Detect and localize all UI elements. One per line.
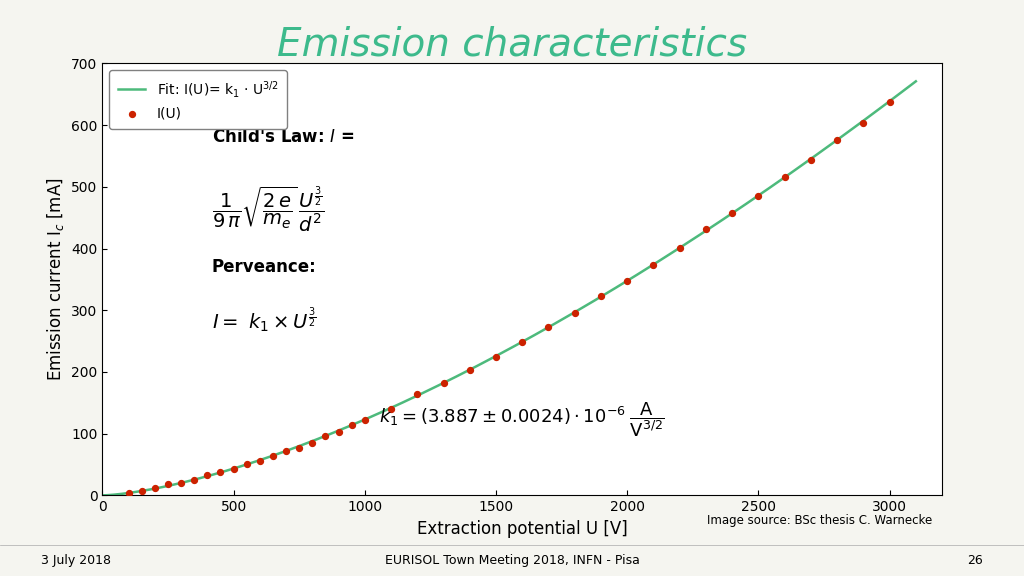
Text: $k_1 = (3.887 \pm 0.0024) \cdot 10^{-6} \; \dfrac{\mathrm{A}}{\mathrm{V}^{3/2}}$: $k_1 = (3.887 \pm 0.0024) \cdot 10^{-6} … — [379, 400, 666, 439]
Text: EURISOL Town Meeting 2018, INFN - Pisa: EURISOL Town Meeting 2018, INFN - Pisa — [385, 554, 639, 567]
Fit: I(U)= k$_1$ $\cdot$ U$^{3/2}$: (1.47e+03, 220): I(U)= k$_1$ $\cdot$ U$^{3/2}$: (1.47e+03… — [482, 357, 495, 363]
Fit: I(U)= k$_1$ $\cdot$ U$^{3/2}$: (2.54e+03, 498): I(U)= k$_1$ $\cdot$ U$^{3/2}$: (2.54e+03… — [763, 185, 775, 192]
I(U) — [724, 209, 740, 218]
I(U) — [160, 480, 176, 489]
Text: Child's Law: $\it{I}$ =: Child's Law: $\it{I}$ = — [212, 128, 354, 146]
I(U) — [514, 338, 530, 347]
I(U) — [409, 390, 426, 399]
I(U) — [751, 192, 767, 201]
Text: $\dfrac{1}{9\,\pi}\sqrt{\dfrac{2\,e}{m_e}}\,\dfrac{U^{\frac{3}{2}}}{d^2}$: $\dfrac{1}{9\,\pi}\sqrt{\dfrac{2\,e}{m_e… — [212, 184, 324, 234]
I(U) — [618, 276, 635, 286]
I(U) — [331, 427, 347, 436]
I(U) — [487, 353, 504, 362]
I(U) — [146, 483, 163, 492]
I(U) — [291, 444, 307, 453]
I(U) — [343, 420, 359, 430]
Text: Image source: BSc thesis C. Warnecke: Image source: BSc thesis C. Warnecke — [707, 514, 932, 527]
I(U) — [199, 470, 215, 479]
I(U) — [383, 404, 399, 414]
I(U) — [672, 244, 688, 253]
Fit: I(U)= k$_1$ $\cdot$ U$^{3/2}$: (3.03e+03, 647): I(U)= k$_1$ $\cdot$ U$^{3/2}$: (3.03e+03… — [890, 93, 902, 100]
Fit: I(U)= k$_1$ $\cdot$ U$^{3/2}$: (1.85e+03, 308): I(U)= k$_1$ $\cdot$ U$^{3/2}$: (1.85e+03… — [581, 302, 593, 309]
Fit: I(U)= k$_1$ $\cdot$ U$^{3/2}$: (3.1e+03, 671): I(U)= k$_1$ $\cdot$ U$^{3/2}$: (3.1e+03,… — [909, 78, 922, 85]
I(U) — [645, 260, 662, 270]
I(U) — [855, 118, 871, 127]
I(U) — [186, 475, 203, 484]
I(U) — [265, 452, 282, 461]
Text: Perveance:: Perveance: — [212, 258, 316, 276]
I(U) — [278, 446, 294, 455]
Y-axis label: Emission current I$_c$ [mA]: Emission current I$_c$ [mA] — [45, 177, 66, 381]
I(U) — [173, 479, 189, 488]
X-axis label: Extraction potential U [V]: Extraction potential U [V] — [417, 520, 628, 538]
I(U) — [803, 156, 819, 165]
I(U) — [304, 438, 321, 448]
Fit: I(U)= k$_1$ $\cdot$ U$^{3/2}$: (0, 0): I(U)= k$_1$ $\cdot$ U$^{3/2}$: (0, 0) — [96, 492, 109, 499]
Line: Fit: I(U)= k$_1$ $\cdot$ U$^{3/2}$: Fit: I(U)= k$_1$ $\cdot$ U$^{3/2}$ — [102, 81, 915, 495]
I(U) — [828, 135, 845, 145]
I(U) — [882, 98, 898, 107]
I(U) — [239, 459, 255, 468]
Fit: I(U)= k$_1$ $\cdot$ U$^{3/2}$: (1.68e+03, 267): I(U)= k$_1$ $\cdot$ U$^{3/2}$: (1.68e+03… — [537, 327, 549, 334]
Legend: Fit: I(U)= k$_1$ $\cdot$ U$^{3/2}$, I(U): Fit: I(U)= k$_1$ $\cdot$ U$^{3/2}$, I(U) — [110, 70, 287, 129]
I(U) — [566, 309, 583, 318]
I(U) — [252, 456, 268, 465]
I(U) — [593, 291, 609, 301]
Text: $I = \ k_1 \times U^{\frac{3}{2}}$: $I = \ k_1 \times U^{\frac{3}{2}}$ — [212, 305, 315, 335]
I(U) — [435, 378, 452, 388]
I(U) — [541, 323, 557, 332]
I(U) — [462, 365, 478, 374]
I(U) — [212, 467, 228, 476]
Text: 3 July 2018: 3 July 2018 — [41, 554, 111, 567]
Fit: I(U)= k$_1$ $\cdot$ U$^{3/2}$: (1.49e+03, 224): I(U)= k$_1$ $\cdot$ U$^{3/2}$: (1.49e+03… — [487, 354, 500, 361]
I(U) — [776, 172, 793, 181]
I(U) — [356, 416, 373, 425]
Text: Emission characteristics: Emission characteristics — [276, 26, 748, 64]
I(U) — [133, 487, 150, 496]
I(U) — [225, 464, 242, 473]
Text: 26: 26 — [968, 554, 983, 567]
I(U) — [317, 432, 334, 441]
I(U) — [697, 225, 714, 234]
I(U) — [121, 488, 137, 497]
